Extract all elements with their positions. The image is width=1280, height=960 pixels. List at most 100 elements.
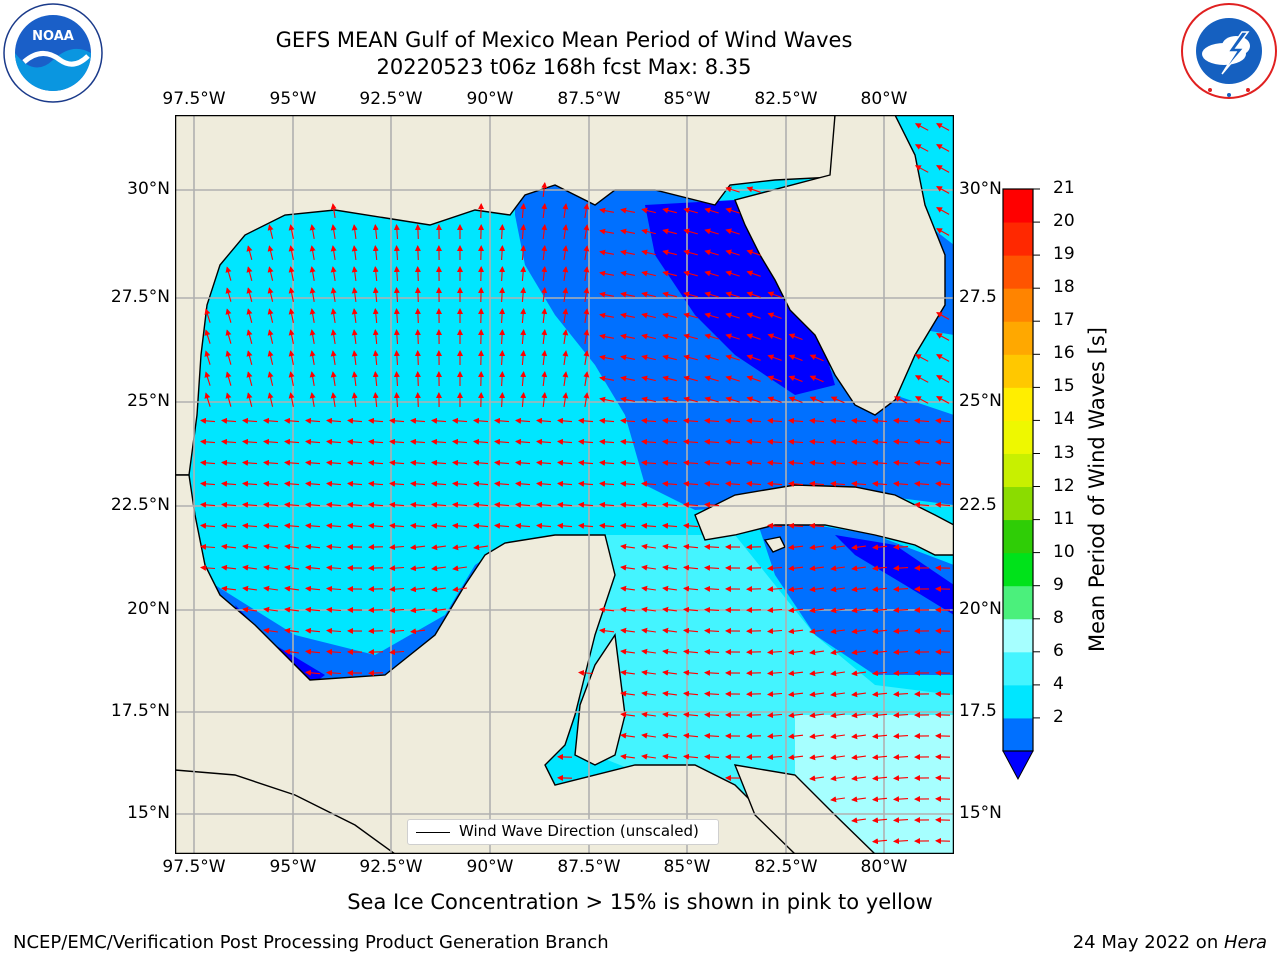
wind-arrow: [520, 392, 527, 408]
wind-arrow: [830, 691, 845, 698]
wind-arrow: [641, 228, 656, 235]
wind-arrow: [431, 522, 447, 529]
colorbar-label: Mean Period of Wind Waves [s]: [1085, 327, 1109, 652]
wind-arrow: [473, 417, 489, 424]
wind-arrow: [225, 329, 232, 344]
wind-arrow: [746, 270, 761, 277]
wind-arrow: [788, 417, 804, 424]
wind-arrow: [414, 266, 421, 282]
wind-arrow: [330, 245, 337, 260]
wind-arrow: [452, 501, 468, 508]
wind-arrow: [494, 438, 510, 445]
wind-arrow: [936, 396, 950, 404]
wind-arrow: [578, 480, 594, 487]
wind-arrow: [288, 350, 295, 366]
wind-arrow: [725, 438, 741, 445]
wind-arrow: [351, 287, 358, 302]
wind-arrow: [683, 543, 699, 550]
wind-arrow: [767, 691, 783, 698]
wind-arrow: [704, 732, 720, 739]
wind-arrow: [499, 371, 506, 387]
wind-arrow: [599, 522, 615, 529]
wind-arrow: [330, 266, 337, 281]
wind-arrow: [851, 459, 867, 466]
wind-arrow: [263, 501, 279, 508]
wind-arrow: [872, 670, 888, 677]
wind-arrow: [599, 312, 615, 319]
wind-arrow: [788, 565, 804, 572]
wind-arrow: [788, 396, 803, 404]
wind-arrow: [936, 165, 950, 173]
wind-arrow: [872, 649, 888, 656]
footer-branch: NCEP/EMC/Verification Post Processing Pr…: [13, 932, 609, 953]
wind-arrow: [683, 627, 699, 634]
wind-arrow: [893, 796, 909, 803]
wind-arrow: [515, 459, 531, 466]
wind-arrow: [557, 480, 573, 487]
wind-arrow: [893, 480, 909, 487]
wind-arrow: [704, 711, 720, 718]
wind-arrow: [683, 438, 699, 445]
wind-arrow: [683, 480, 699, 487]
wind-arrow: [809, 607, 824, 614]
wind-arrow: [583, 371, 590, 386]
lat-label-left: 22.5°N: [110, 495, 170, 515]
lat-label-right: 20°N: [959, 599, 1002, 619]
noaa-logo-text: NOAA: [32, 29, 74, 44]
wind-arrow: [704, 354, 719, 361]
wind-arrow: [872, 607, 888, 614]
wind-arrow: [305, 417, 321, 424]
wind-arrow: [410, 501, 426, 508]
wind-arrow: [410, 565, 426, 572]
wind-arrow: [704, 438, 720, 445]
wind-arrow: [305, 585, 321, 592]
wind-arrow: [809, 691, 824, 698]
wind-arrow: [809, 670, 824, 677]
wind-arrow: [914, 354, 929, 362]
wind-arrow: [431, 544, 446, 551]
wind-arrow: [309, 266, 316, 281]
wind-arrow: [683, 606, 699, 613]
wind-arrow: [851, 565, 866, 572]
wind-arrow: [494, 480, 510, 487]
wind-arrow: [557, 522, 573, 529]
wind-arrow: [393, 350, 400, 366]
wind-arrow: [662, 207, 677, 214]
wind-arrow: [936, 207, 950, 215]
wind-arrow: [872, 565, 888, 572]
wind-arrow: [389, 501, 405, 508]
wind-arrow: [599, 333, 615, 340]
wind-arrow: [309, 392, 316, 407]
wind-arrow: [683, 501, 699, 508]
wind-arrow: [767, 354, 782, 361]
wind-arrow: [620, 270, 636, 277]
wind-arrow: [767, 375, 782, 382]
lon-label-top: 85°W: [663, 89, 711, 109]
wind-arrow: [583, 245, 590, 260]
wind-arrow: [662, 333, 677, 340]
wind-arrow: [368, 501, 384, 508]
wind-arrow: [200, 417, 216, 424]
wind-arrow: [431, 438, 447, 445]
wind-arrow: [414, 224, 421, 240]
wind-arrow: [347, 459, 363, 466]
wind-arrow: [263, 543, 278, 550]
wind-arrow: [809, 712, 824, 719]
wind-arrow: [242, 480, 258, 487]
lon-label-top: 82.5°W: [754, 89, 818, 109]
wind-arrow: [393, 287, 400, 303]
wind-arrow: [368, 417, 384, 424]
wind-arrow: [330, 308, 337, 323]
wind-arrow: [326, 669, 342, 676]
wind-arrow: [725, 249, 740, 256]
wind-arrow: [499, 245, 506, 261]
wind-arrow: [746, 333, 761, 340]
wind-arrow: [809, 396, 824, 404]
wind-arrow: [499, 329, 506, 345]
wind-arrow: [620, 333, 636, 340]
wind-arrow: [389, 544, 405, 551]
wind-arrow: [431, 565, 446, 572]
wind-arrow: [641, 480, 657, 487]
wind-arrow: [351, 350, 358, 365]
wind-arrow: [662, 417, 678, 424]
